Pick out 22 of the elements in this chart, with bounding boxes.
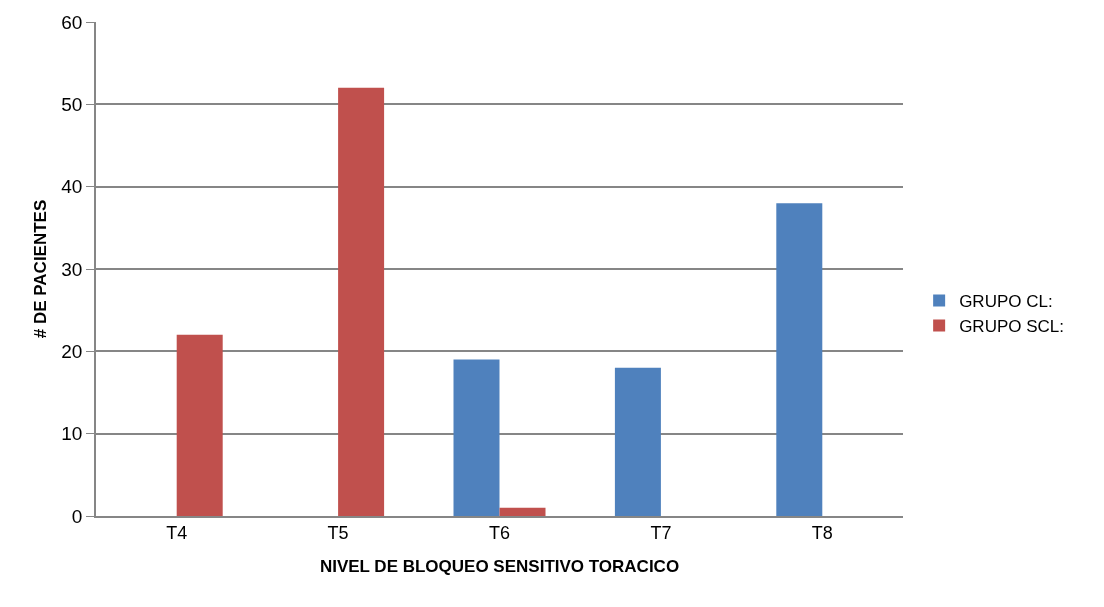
x-tick-label: T6 [488,523,511,544]
bar [776,203,823,516]
y-tick-label: 60 [61,11,83,33]
x-tick-label: T7 [650,523,672,544]
x-axis-title: NIVEL DE BLOQUEO SENSITIVO TORACICO [319,557,680,577]
y-tick-label: 0 [71,505,83,527]
y-tick-label: 30 [61,258,83,280]
y-tick-label: 40 [61,176,83,198]
y-tick-label: 50 [61,93,83,115]
x-tick-label: T4 [166,523,188,544]
x-tick-label: T8 [811,523,833,544]
y-tick-label: 10 [61,423,83,445]
bar [614,367,661,516]
y-tick-label: 20 [61,340,83,362]
x-tick-label: T5 [327,523,349,544]
bar [176,334,223,516]
bar [499,507,546,516]
bar [453,359,500,516]
bar [338,87,385,516]
y-axis-title: # DE PACIENTES [31,199,51,339]
legend-label: GRUPO CL: [959,292,1053,312]
legend-label: GRUPO SCL: [959,317,1064,337]
